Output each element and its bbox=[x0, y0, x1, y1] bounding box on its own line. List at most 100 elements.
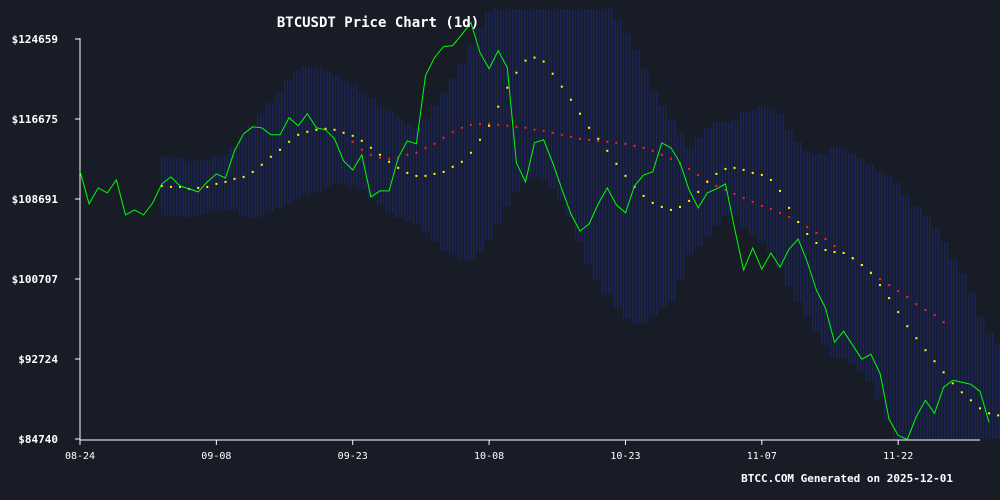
long-ma-point bbox=[488, 122, 491, 125]
y-tick-label: $108691 bbox=[12, 193, 59, 206]
x-tick-label: 09-08 bbox=[201, 451, 231, 462]
short-ma-point bbox=[406, 171, 409, 174]
short-ma-point bbox=[497, 105, 500, 108]
short-ma-point bbox=[897, 311, 900, 314]
long-ma-point bbox=[660, 153, 663, 156]
short-ma-point bbox=[297, 133, 300, 136]
long-ma-point bbox=[642, 146, 645, 149]
long-ma-point bbox=[451, 130, 454, 133]
short-ma-point bbox=[469, 151, 472, 154]
long-ma-point bbox=[388, 157, 391, 160]
short-ma-point bbox=[179, 185, 181, 188]
short-ma-point bbox=[906, 325, 909, 328]
short-ma-point bbox=[769, 178, 772, 181]
short-ma-point bbox=[742, 168, 745, 171]
short-ma-point bbox=[560, 85, 563, 88]
x-tick-label: 08-24 bbox=[65, 451, 95, 462]
long-ma-point bbox=[524, 126, 527, 129]
short-ma-point bbox=[488, 124, 491, 127]
long-ma-point bbox=[379, 156, 381, 159]
short-ma-point bbox=[706, 180, 709, 183]
short-ma-point bbox=[988, 412, 991, 415]
short-ma-point bbox=[397, 166, 400, 169]
long-ma-point bbox=[542, 129, 545, 132]
short-ma-point bbox=[615, 162, 618, 165]
long-ma-point bbox=[569, 135, 572, 138]
short-ma-point bbox=[879, 284, 881, 287]
short-ma-point bbox=[588, 126, 591, 129]
short-ma-point bbox=[460, 160, 463, 163]
long-ma-point bbox=[633, 144, 636, 147]
chart-title: BTCUSDT Price Chart (1d) bbox=[277, 15, 479, 31]
short-ma-point bbox=[533, 56, 536, 59]
long-ma-point bbox=[433, 142, 436, 145]
short-ma-point bbox=[688, 199, 691, 202]
short-ma-point bbox=[860, 264, 863, 266]
long-ma-point bbox=[688, 167, 691, 170]
short-ma-point bbox=[524, 59, 527, 62]
x-tick-label: 10-23 bbox=[610, 451, 640, 462]
short-ma-point bbox=[206, 185, 209, 188]
long-ma-point bbox=[415, 151, 418, 154]
long-ma-point bbox=[624, 142, 627, 145]
short-ma-point bbox=[942, 371, 945, 374]
short-ma-point bbox=[388, 160, 391, 163]
long-ma-point bbox=[779, 211, 781, 214]
y-tick-label: $92724 bbox=[18, 353, 58, 366]
chart-footer: BTCC.COM Generated on 2025-12-01 bbox=[741, 472, 953, 485]
long-ma-point bbox=[733, 192, 736, 195]
short-ma-point bbox=[515, 71, 518, 74]
short-ma-point bbox=[606, 149, 609, 152]
long-ma-point bbox=[560, 133, 563, 136]
long-ma-point bbox=[915, 303, 918, 306]
short-ma-point bbox=[660, 205, 663, 208]
short-ma-point bbox=[842, 252, 845, 254]
short-ma-point bbox=[415, 174, 418, 177]
short-ma-point bbox=[806, 233, 809, 235]
short-ma-point bbox=[442, 170, 445, 173]
short-ma-point bbox=[915, 337, 918, 340]
short-ma-point bbox=[324, 127, 327, 130]
long-ma-point bbox=[506, 124, 509, 127]
short-ma-point bbox=[242, 175, 245, 178]
short-ma-point bbox=[724, 167, 727, 170]
short-ma-point bbox=[751, 171, 754, 174]
short-ma-point bbox=[788, 206, 791, 209]
y-axis-ticks: $124659 $116675 $108691 $100707 $92724 $84740 bbox=[12, 33, 80, 446]
long-ma-point bbox=[724, 188, 727, 191]
short-ma-point bbox=[506, 86, 509, 89]
short-ma-point bbox=[851, 257, 854, 259]
short-ma-point bbox=[624, 174, 627, 177]
y-tick-label: $100707 bbox=[12, 273, 58, 286]
x-tick-label: 10-08 bbox=[474, 451, 504, 462]
long-ma-point bbox=[933, 314, 936, 317]
long-ma-point bbox=[597, 139, 600, 142]
long-ma-point bbox=[806, 226, 809, 228]
long-ma-point bbox=[742, 196, 745, 199]
y-tick-label: $84740 bbox=[18, 433, 58, 446]
long-ma-point bbox=[551, 131, 554, 134]
long-ma-point bbox=[815, 232, 818, 234]
short-ma-point bbox=[924, 349, 927, 352]
short-ma-point bbox=[733, 166, 736, 169]
short-ma-point bbox=[369, 146, 372, 149]
chart-axes bbox=[79, 38, 980, 441]
short-ma-point bbox=[451, 165, 454, 168]
long-ma-point bbox=[460, 126, 463, 129]
short-ma-point bbox=[379, 153, 381, 156]
short-ma-point bbox=[479, 138, 481, 141]
short-ma-point bbox=[642, 194, 645, 197]
long-ma-point bbox=[760, 204, 763, 207]
short-ma-point bbox=[824, 249, 827, 251]
long-ma-point bbox=[442, 136, 445, 139]
long-ma-point bbox=[651, 149, 654, 152]
short-ma-point bbox=[351, 134, 354, 137]
series-layer bbox=[79, 21, 1000, 441]
long-ma-point bbox=[588, 138, 591, 141]
short-ma-point bbox=[669, 208, 672, 211]
short-ma-point bbox=[315, 128, 318, 131]
short-ma-point bbox=[797, 221, 800, 223]
short-ma-point bbox=[288, 140, 291, 143]
long-ma-point bbox=[906, 296, 909, 299]
